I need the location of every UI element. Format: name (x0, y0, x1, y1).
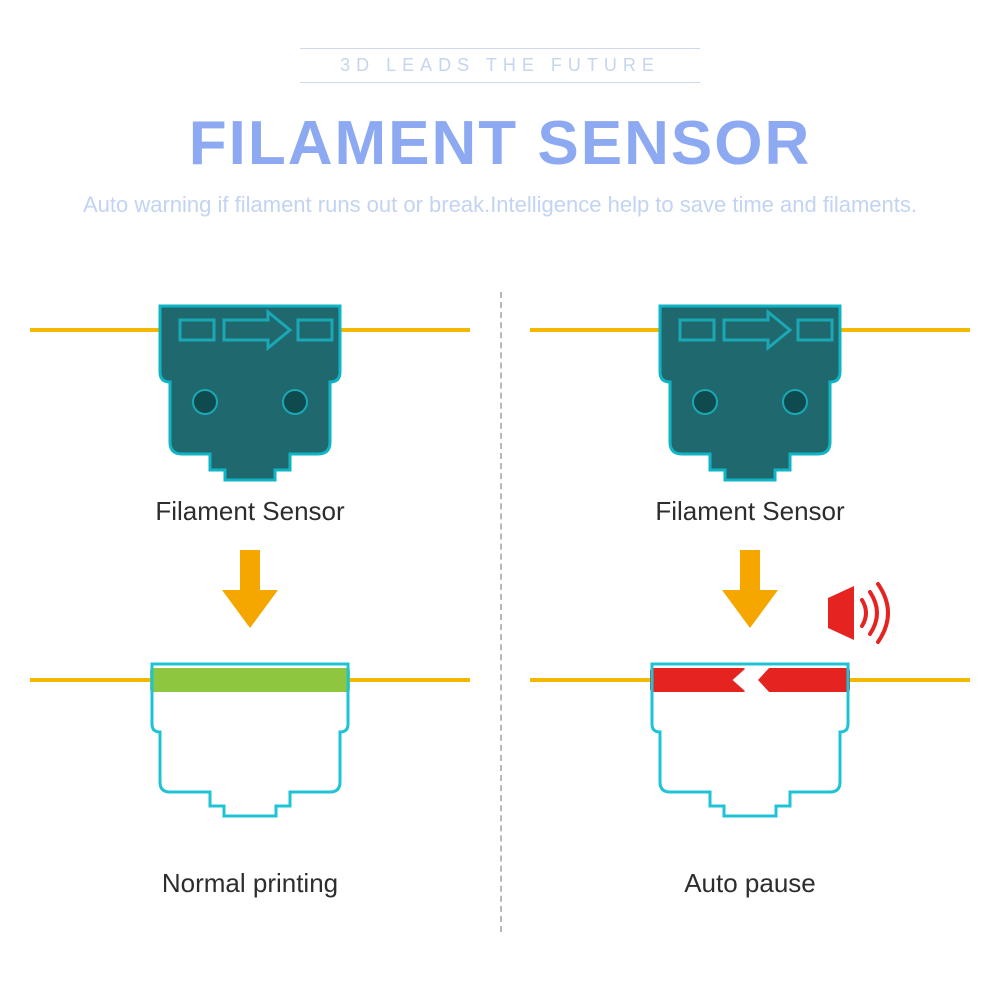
panel-autopause: Filament Sensor Aut (500, 280, 1000, 980)
sensor-body (650, 292, 850, 492)
sensor-label-right: Filament Sensor (500, 496, 1000, 527)
outline-module-broken (500, 648, 1000, 868)
filament-left (530, 328, 660, 332)
filament-right (840, 328, 970, 332)
filament-outline-right (850, 678, 970, 682)
down-arrow-icon (720, 550, 780, 630)
diagram-area: Filament Sensor Normal printing (0, 280, 1000, 980)
sensor-label-left: Filament Sensor (0, 496, 500, 527)
sensor-body (150, 292, 350, 492)
sensor-outline (150, 662, 350, 822)
main-title: FILAMENT SENSOR (0, 108, 1000, 179)
panel-normal: Filament Sensor Normal printing (0, 280, 500, 980)
down-arrow-icon (220, 550, 280, 630)
filament-right (340, 328, 470, 332)
filament-left (30, 328, 160, 332)
filament-outline-left (30, 678, 150, 682)
state-label-left: Normal printing (0, 868, 500, 899)
sensor-icon (650, 292, 850, 492)
outline-module-normal (0, 648, 500, 868)
sensor-icon (150, 292, 350, 492)
sensor-module-broken (500, 292, 1000, 512)
alarm-icon (820, 578, 890, 648)
tagline-box: 3D LEADS THE FUTURE (300, 48, 700, 83)
filament-outline-left (530, 678, 650, 682)
sensor-module-normal (0, 292, 500, 512)
subtitle: Auto warning if filament runs out or bre… (0, 188, 1000, 221)
state-label-right: Auto pause (500, 868, 1000, 899)
tagline-text: 3D LEADS THE FUTURE (340, 55, 660, 76)
sensor-outline (650, 662, 850, 822)
filament-outline-right (350, 678, 470, 682)
